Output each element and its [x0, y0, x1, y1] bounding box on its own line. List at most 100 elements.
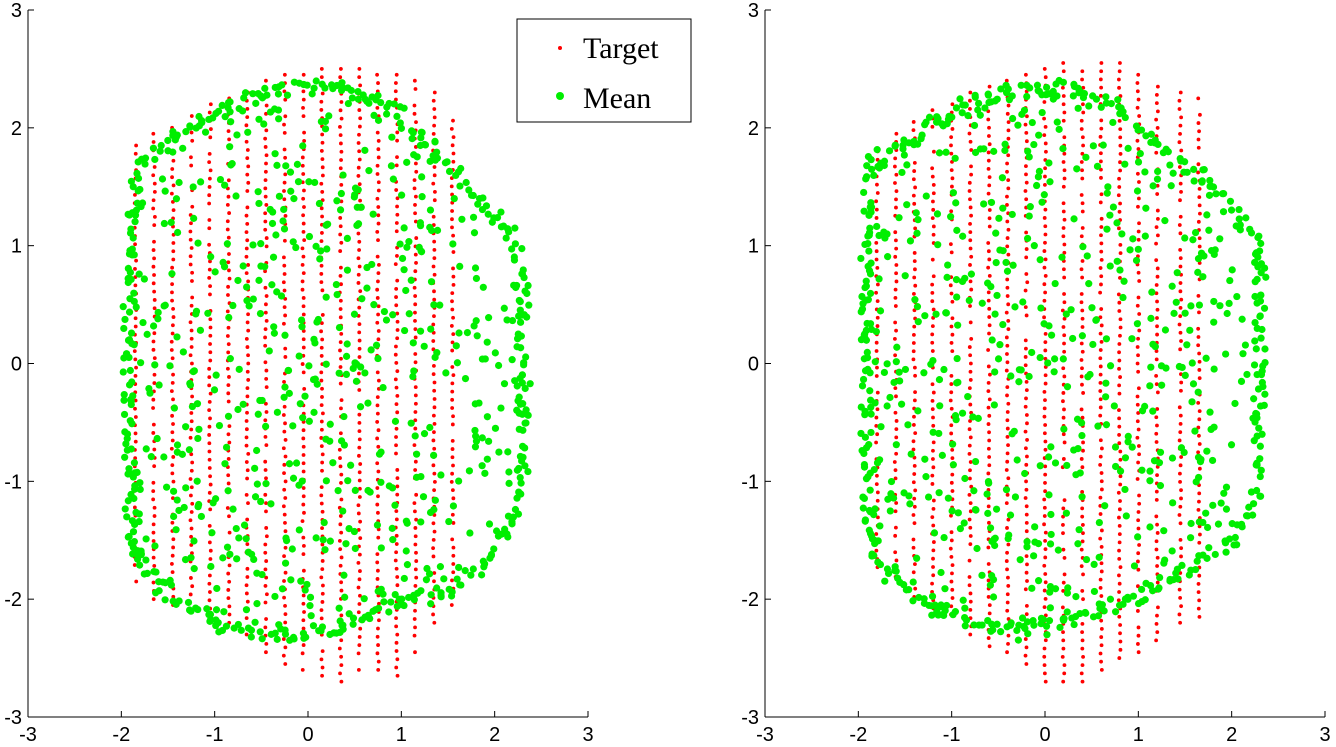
mean-point — [133, 169, 141, 178]
target-point — [949, 373, 954, 378]
mean-point — [1016, 556, 1024, 564]
mean-point — [1036, 256, 1044, 264]
target-point — [394, 451, 398, 456]
target-point — [357, 643, 362, 648]
target-point — [893, 476, 898, 481]
mean-point — [929, 428, 937, 436]
mean-point — [256, 396, 264, 405]
target-point — [300, 362, 305, 366]
target-point — [395, 204, 399, 209]
mean-point — [1233, 541, 1241, 549]
mean-point — [1158, 381, 1166, 389]
target-point — [264, 476, 268, 481]
target-point — [225, 219, 230, 224]
target-point — [1117, 118, 1122, 123]
target-point — [264, 559, 269, 563]
mean-point — [205, 610, 213, 619]
mean-point — [497, 208, 505, 216]
target-point — [282, 288, 287, 293]
target-point — [931, 565, 935, 569]
mean-point — [1255, 424, 1263, 432]
mean-point — [1037, 620, 1045, 628]
target-point — [894, 451, 899, 456]
mean-point — [245, 302, 253, 310]
target-point — [282, 180, 287, 185]
target-point — [1136, 650, 1141, 655]
mean-point — [943, 273, 951, 281]
mean-point — [266, 108, 275, 116]
target-point — [357, 338, 362, 343]
target-point — [395, 328, 400, 332]
mean-point — [967, 270, 975, 278]
mean-point — [1014, 121, 1022, 129]
mean-point — [122, 350, 131, 358]
target-point — [376, 535, 381, 540]
target-point — [874, 532, 879, 536]
mean-point — [866, 289, 875, 298]
mean-point — [1133, 320, 1141, 328]
mean-point — [472, 437, 481, 445]
target-point — [949, 554, 954, 559]
mean-point — [895, 368, 903, 376]
target-point — [874, 423, 879, 428]
target-point — [986, 167, 991, 171]
mean-point — [125, 381, 134, 389]
mean-point — [179, 144, 187, 152]
target-point — [987, 84, 992, 89]
mean-point — [956, 95, 964, 103]
target-point — [451, 118, 455, 123]
target-point — [913, 267, 917, 272]
target-point — [1177, 107, 1182, 111]
target-point — [151, 281, 156, 286]
target-point — [282, 512, 287, 517]
target-point — [1061, 102, 1066, 107]
mean-point — [1079, 243, 1087, 251]
mean-point — [875, 164, 884, 172]
target-point — [301, 196, 306, 201]
mean-point — [989, 575, 998, 584]
target-point — [376, 81, 380, 85]
target-point — [986, 364, 991, 369]
mean-point — [315, 627, 323, 635]
mean-point — [1253, 299, 1261, 307]
mean-point — [865, 231, 873, 239]
target-point — [1098, 364, 1103, 369]
target-point — [1098, 266, 1103, 270]
x-tick-label: 2 — [489, 724, 500, 746]
target-point — [283, 114, 288, 119]
target-point — [246, 451, 251, 456]
mean-point — [404, 593, 413, 602]
mean-point — [1074, 540, 1082, 548]
mean-point — [1142, 579, 1150, 587]
target-point — [874, 207, 879, 212]
mean-point — [124, 210, 132, 218]
target-point — [912, 275, 917, 280]
mean-point — [125, 532, 133, 541]
target-point — [1042, 116, 1046, 121]
target-point — [1155, 183, 1160, 188]
target-point — [151, 530, 156, 535]
mean-point — [1256, 442, 1264, 450]
target-point — [1137, 543, 1142, 547]
target-point — [432, 579, 436, 584]
mean-point — [989, 593, 998, 601]
target-point — [1098, 405, 1103, 410]
mean-point — [1210, 365, 1218, 373]
mean-point — [339, 507, 347, 515]
target-point — [1004, 78, 1009, 83]
mean-point — [1146, 467, 1154, 475]
mean-point — [1106, 595, 1115, 603]
target-point — [911, 447, 916, 452]
mean-point — [504, 533, 512, 541]
target-point — [1135, 81, 1140, 85]
mean-point — [1237, 520, 1246, 528]
mean-point — [325, 112, 333, 120]
target-point — [339, 182, 344, 187]
target-point — [356, 560, 361, 565]
target-point — [451, 463, 455, 468]
mean-point — [210, 386, 219, 394]
target-point — [208, 259, 212, 264]
mean-point — [256, 309, 265, 318]
target-point — [1024, 379, 1029, 384]
mean-point — [508, 316, 517, 325]
